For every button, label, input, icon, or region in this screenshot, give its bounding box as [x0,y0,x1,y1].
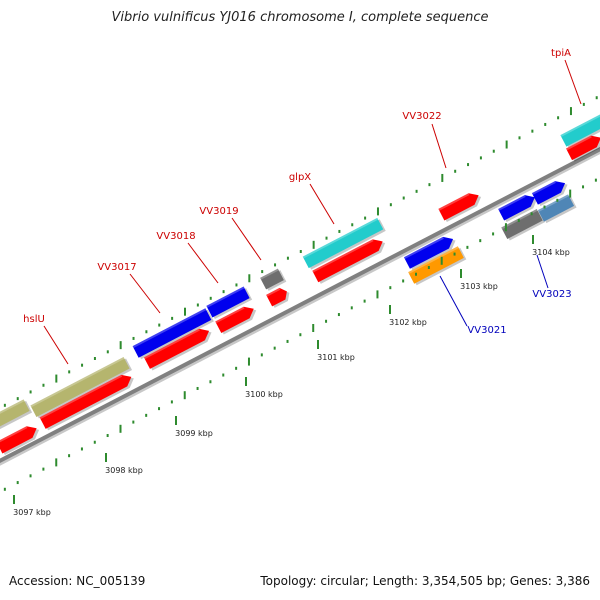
scale-label: 3098 kbp [105,466,143,475]
scale-label: 3099 kbp [175,429,213,438]
gene-VV3019 [260,268,287,291]
gene-VV3023-a [498,195,538,223]
gene-red-b [39,374,134,431]
scale-label: 3103 kbp [460,282,498,291]
label-leader-VV3017 [129,273,161,314]
gene-red-a [0,426,40,455]
gene-tpiA [560,107,600,149]
gene-red-tpi [566,135,600,162]
gene-label-VV3023: VV3023 [532,289,571,300]
label-leader-VV3023 [536,254,549,289]
label-leader-VV3019 [231,217,262,261]
backbone [0,146,600,464]
gene-label-VV3021: VV3021 [467,325,506,336]
gene-VV3022 [438,193,482,222]
accession-text: Accession: NC_005139 [9,574,146,588]
map-title: Vibrio vulnificus YJ016 chromosome I, co… [111,10,489,25]
gene-red-d [215,306,257,335]
label-leader-VV3021 [439,275,468,327]
scale-label: 3104 kbp [532,248,570,257]
gene-VV3017 [132,308,214,360]
gene-olive-a [0,399,33,441]
label-leader-tpiA [564,59,582,105]
gene-label-hslU: hslU [23,314,45,325]
gene-label-VV3022: VV3022 [402,111,441,122]
label-leader-hslU [43,325,69,365]
gene-VV3018 [206,286,253,319]
gene-glpX [302,217,386,270]
gene-label-tpiA: tpiA [551,48,571,59]
sequence-summary: Topology: circular; Length: 3,354,505 bp… [260,574,590,588]
backbone-shadow [0,150,600,466]
gene-orange [408,246,467,286]
gene-VV3023-b [531,181,568,207]
scale-label: 3100 kbp [245,390,283,399]
scale-label: 3101 kbp [317,353,355,362]
label-leader-VV3022 [431,123,447,169]
label-leader-VV3018 [187,242,219,284]
scale-label: 3102 kbp [389,318,427,327]
gene-red-f [312,239,386,284]
label-leader-glpX [309,183,335,225]
gene-hslU [30,356,133,419]
gene-VV3021 [403,236,456,271]
scale-label: 3097 kbp [13,508,51,517]
gene-label-VV3017: VV3017 [97,262,136,273]
gene-red-c [143,328,212,371]
gene-steel [537,194,577,224]
gene-label-VV3018: VV3018 [156,231,195,242]
gene-label-glpX: glpX [289,172,311,183]
gene-red-e [266,287,290,308]
gene-label-VV3019: VV3019 [199,206,238,217]
